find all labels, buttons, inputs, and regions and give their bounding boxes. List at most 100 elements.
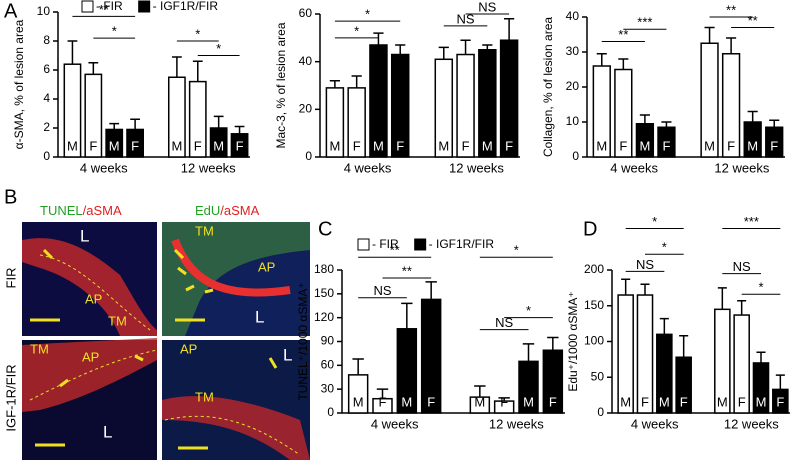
y-tick-label: 100 [584, 334, 604, 348]
tissue [162, 396, 310, 460]
legend-label: - FIR [372, 237, 399, 251]
bar-label: M [523, 394, 534, 409]
group-label: 12 weeks [714, 160, 769, 175]
scale-bar [30, 318, 208, 450]
error-bar [329, 79, 340, 88]
bar [743, 121, 762, 158]
bar [347, 87, 366, 158]
error-bar [373, 32, 384, 45]
significance-label: * [526, 303, 531, 318]
bar [390, 53, 410, 158]
image-label: L [103, 422, 112, 441]
image-label: L [80, 226, 89, 245]
bar [733, 314, 750, 414]
bar-label: F [770, 138, 778, 153]
y-tick-label: 10 [37, 4, 51, 18]
error-bar [88, 62, 99, 75]
bar-label: M [596, 138, 607, 153]
bar [230, 133, 249, 158]
y-tick-label: 0 [43, 149, 50, 163]
y-tick-label: 20 [299, 102, 313, 116]
y-axis-label: Collagen, % of lesion area [541, 17, 555, 157]
y-tick-label: 0 [327, 405, 334, 419]
bar [369, 44, 388, 158]
bar-label: M [639, 138, 650, 153]
bar-label: M [620, 394, 631, 409]
bar-label: M [704, 138, 715, 153]
y-tick-label: 90 [321, 334, 335, 348]
bar [614, 68, 633, 158]
bar [765, 126, 784, 158]
bar [675, 356, 692, 414]
border [29, 254, 301, 456]
row-label: FIR [3, 268, 18, 289]
image-label: AP [180, 341, 197, 356]
group-label: 12 weeks [724, 416, 779, 431]
bar [105, 128, 124, 158]
bar [469, 396, 491, 414]
error-bar [67, 40, 78, 65]
legend-swatch [81, 0, 94, 13]
bar [188, 80, 207, 158]
group-label: 4 weeks [371, 416, 419, 431]
legend-label: - FIR [96, 0, 123, 13]
legend-label: - IGF1R/FIR [429, 237, 495, 251]
bar-label: F [89, 138, 97, 153]
significance-label: NS [733, 259, 751, 274]
y-tick-label: 150 [314, 286, 334, 300]
error-bar [192, 60, 203, 82]
y-tick-label: 30 [566, 44, 580, 58]
legend-swatch [138, 0, 151, 13]
micrographs [22, 222, 310, 460]
bar [396, 328, 418, 414]
bar-label: F [500, 394, 508, 409]
bar-label: F [396, 138, 404, 153]
legend-swatch [414, 238, 427, 251]
image-label: AP [82, 349, 99, 364]
y-tick-label: 60 [299, 6, 313, 20]
arrow [42, 248, 278, 388]
bar-label: F [379, 394, 387, 409]
y-tick-label: 10 [566, 114, 580, 128]
significance-label: * [662, 240, 667, 255]
panel-label: A [4, 0, 18, 22]
bar-label: M [353, 394, 364, 409]
bar [542, 349, 564, 414]
bar [126, 128, 145, 158]
bar [636, 294, 654, 414]
bar [657, 126, 676, 158]
y-tick-label: 4 [43, 91, 50, 105]
significance-label: * [195, 26, 200, 41]
error-bar [769, 119, 780, 128]
bar-label: M [756, 394, 767, 409]
error-bar [234, 125, 245, 134]
bar-label: M [747, 138, 758, 153]
significance-label: ** [618, 27, 628, 42]
group-label: 4 weeks [610, 160, 658, 175]
column-header: TUNEL/aSMA [40, 203, 122, 218]
y-tick-label: 40 [299, 54, 313, 68]
y-axis-label: Mac-3, % of lesion area [274, 22, 288, 148]
significance-label: NS [457, 11, 475, 26]
panel-label: C [318, 218, 332, 240]
bar-label: M [474, 394, 485, 409]
bar-label: F [776, 394, 784, 409]
bar-label: M [482, 138, 493, 153]
y-tick-label: 200 [584, 262, 604, 276]
image-label: TM [30, 341, 49, 356]
significance-label: *** [637, 15, 652, 30]
group-label: 12 weeks [449, 160, 504, 175]
error-bar [737, 299, 747, 316]
bar [493, 400, 515, 414]
error-bar [376, 388, 389, 399]
significance-label: ** [390, 243, 400, 258]
error-bar [596, 53, 607, 66]
bar [420, 298, 442, 414]
image-label: L [255, 307, 264, 326]
bar [714, 308, 731, 414]
image-label: TM [195, 223, 214, 238]
bar-label: M [329, 138, 340, 153]
error-bar [661, 121, 672, 128]
y-axis-label: TUNEL⁺/1000 αSMA⁺ [296, 282, 310, 400]
